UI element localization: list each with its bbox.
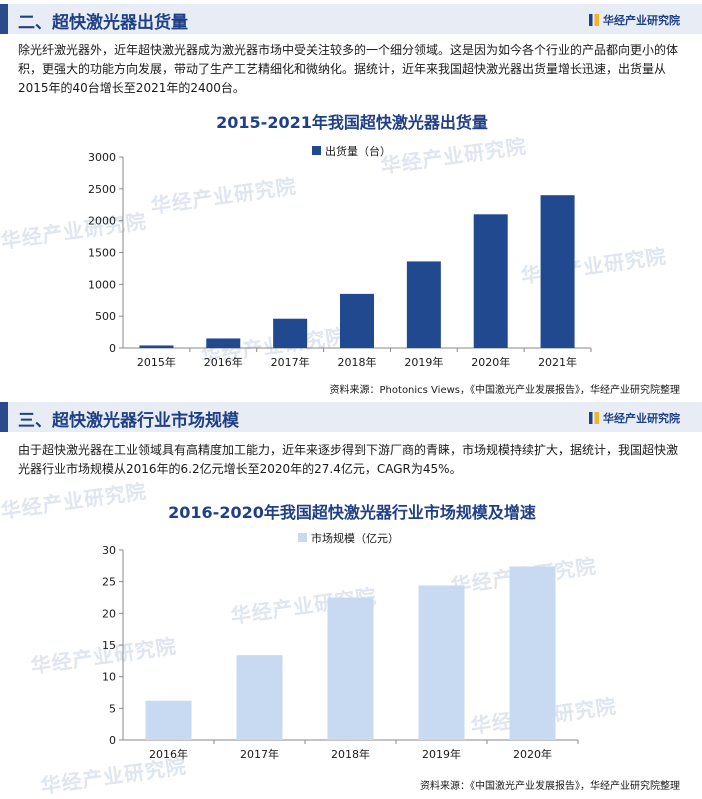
brand-logo: 华经产业研究院: [589, 12, 680, 28]
bar: [340, 293, 374, 348]
bar: [327, 597, 374, 740]
source-note: 资料来源：《中国激光产业发展报告》，华经产业研究院整理: [420, 781, 680, 792]
y-tick-label: 2000: [88, 215, 116, 228]
source-note: 资料来源：Photonics Views，《中国激光产业发展报告》，华经产业研究…: [329, 385, 680, 396]
y-tick-label: 1000: [88, 278, 116, 291]
brand-logo-text: 华经产业研究院: [603, 412, 680, 425]
bar: [473, 214, 508, 348]
bar: [509, 566, 556, 740]
x-tick-label: 2017年: [240, 747, 279, 761]
x-tick-label: 2018年: [338, 355, 377, 369]
y-tick-label: 5: [109, 702, 116, 715]
brand-logo: 华经产业研究院: [589, 410, 680, 426]
y-tick-label: 30: [102, 544, 116, 557]
y-tick-label: 20: [102, 607, 116, 620]
legend-swatch: [312, 146, 321, 155]
y-tick-label: 3000: [88, 151, 116, 164]
bar: [145, 700, 192, 740]
y-tick-label: 2500: [88, 183, 116, 196]
bar: [406, 261, 441, 348]
bar: [418, 585, 465, 740]
section-title: 三、超快激光器行业市场规模: [18, 411, 239, 431]
section-paragraph: 由于超快激光器在工业领域具有高精度加工能力，近年来逐步得到下游厂商的青睐，市场规…: [18, 443, 679, 476]
y-tick-label: 15: [102, 639, 116, 652]
logo-icon: [589, 412, 599, 424]
logo-icon: [589, 14, 599, 26]
x-tick-label: 2016年: [204, 355, 243, 369]
brand-logo-text: 华经产业研究院: [603, 14, 680, 27]
section-header-market-size: 三、超快激光器行业市场规模 华经产业研究院: [0, 402, 702, 432]
legend-swatch: [298, 533, 307, 542]
bar: [206, 338, 241, 348]
x-tick-label: 2016年: [149, 747, 188, 761]
x-tick-label: 2020年: [513, 747, 552, 761]
x-tick-label: 2018年: [331, 747, 370, 761]
x-tick-label: 2017年: [271, 355, 310, 369]
x-tick-label: 2019年: [404, 355, 443, 369]
bar: [236, 655, 283, 740]
x-tick-label: 2015年: [137, 355, 176, 369]
y-tick-label: 10: [102, 671, 116, 684]
chart-title: 2016-2020年我国超快激光器行业市场规模及增速: [168, 503, 536, 522]
section-accent-bar: [0, 4, 8, 34]
y-tick-label: 25: [102, 576, 116, 589]
bar: [139, 345, 174, 348]
bar: [273, 318, 308, 348]
section-header-shipments: 二、超快激光器出货量 华经产业研究院: [0, 4, 702, 34]
x-tick-label: 2020年: [471, 355, 510, 369]
legend-label: 出货量（台）: [325, 144, 391, 158]
chart-title: 2015-2021年我国超快激光器出货量: [216, 113, 488, 132]
section-paragraph: 除光纤激光器外，近年超快激光器成为激光器市场中受关注较多的一个细分领域。这是因为…: [18, 43, 679, 95]
section-title: 二、超快激光器出货量: [18, 13, 188, 33]
y-tick-label: 500: [95, 310, 116, 323]
x-tick-label: 2019年: [422, 747, 461, 761]
section-accent-bar: [0, 402, 8, 432]
y-tick-label: 0: [109, 734, 116, 747]
y-tick-label: 1500: [88, 247, 116, 260]
legend-label: 市场规模（亿元）: [311, 531, 399, 545]
y-tick-label: 0: [109, 342, 116, 355]
x-tick-label: 2021年: [538, 355, 577, 369]
bar: [540, 195, 575, 348]
